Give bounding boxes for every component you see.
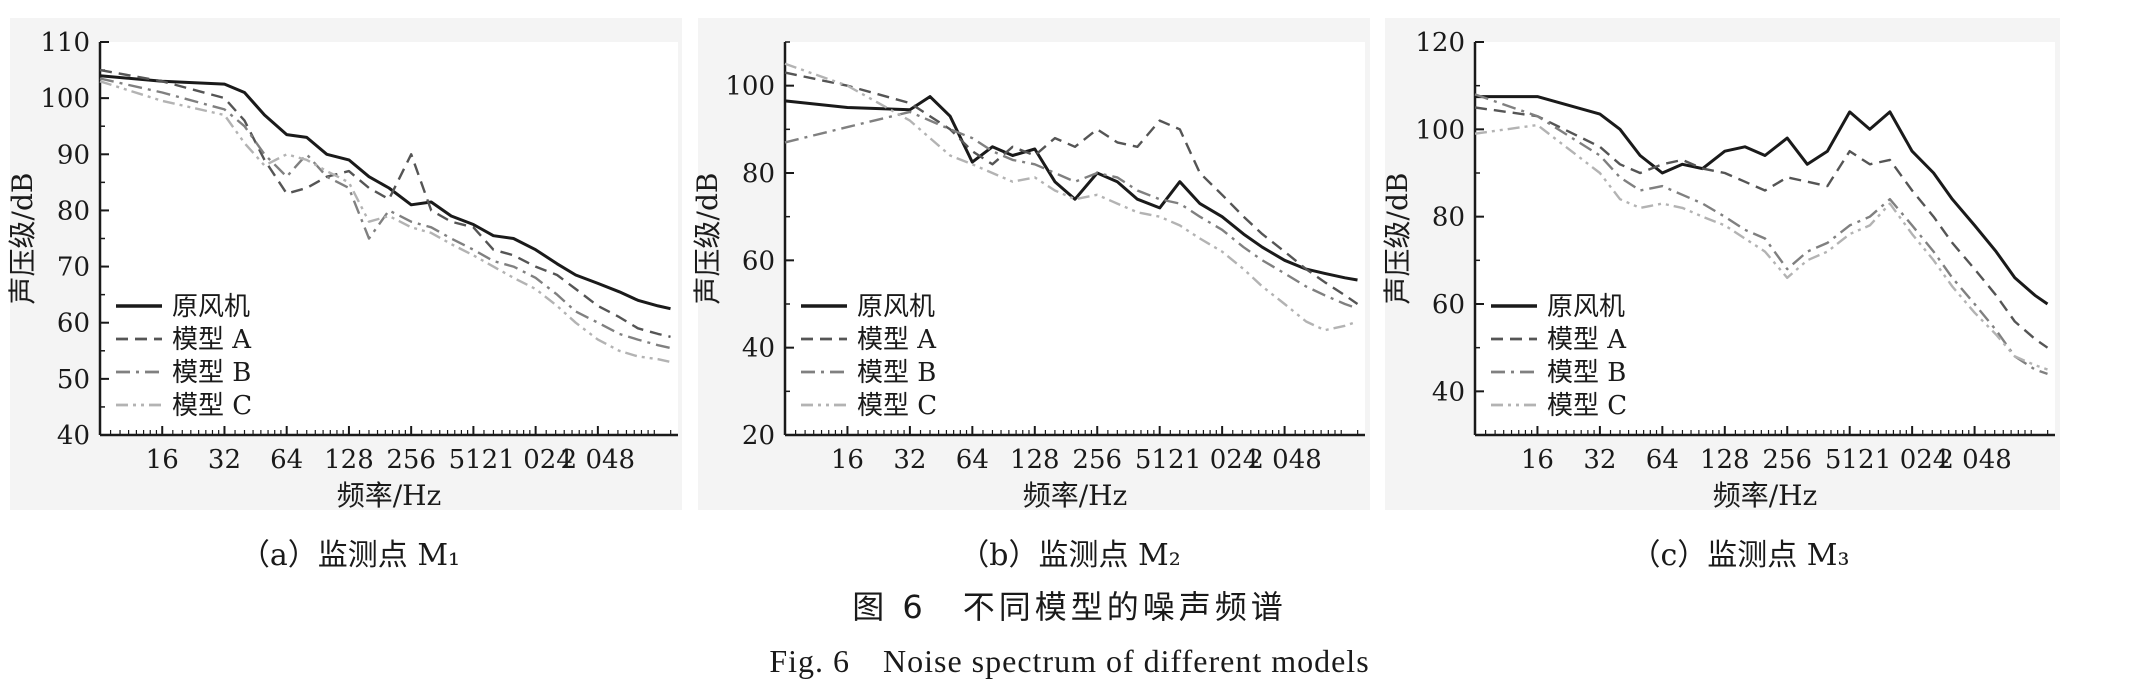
y-tick-label: 80 xyxy=(57,196,90,226)
x-tick-label: 32 xyxy=(893,445,926,475)
x-tick-label: 2 048 xyxy=(561,445,635,475)
x-tick-label: 2 048 xyxy=(1247,445,1321,475)
x-tick-label: 512 xyxy=(449,445,499,475)
y-tick-label: 90 xyxy=(57,140,90,170)
series-line-0 xyxy=(784,95,1358,282)
legend-label: 模型 C xyxy=(172,391,252,421)
series-line-2 xyxy=(784,110,1358,310)
series-line-1 xyxy=(784,71,1359,305)
subcaption-b: （b）监测点 M₂ xyxy=(959,538,1181,573)
y-tick-label: 60 xyxy=(742,246,775,276)
x-tick-label: 1 024 xyxy=(1875,445,1949,475)
x-axis-label: 频率/Hz xyxy=(1023,479,1128,512)
legend-label: 模型 B xyxy=(172,358,251,388)
y-tick-label: 80 xyxy=(1432,203,1465,233)
subcaption-a: （a）监测点 M₁ xyxy=(239,538,461,573)
legend-label: 模型 B xyxy=(1547,358,1626,388)
x-tick-label: 16 xyxy=(831,445,864,475)
series-line-0 xyxy=(99,74,671,311)
series-line-1 xyxy=(1474,106,2049,349)
figure-caption-cn: 图 6 不同模型的噪声频谱 xyxy=(852,588,1287,626)
x-axis-label: 频率/Hz xyxy=(337,479,442,512)
x-axis-label: 频率/Hz xyxy=(1713,479,1818,512)
series-line-2 xyxy=(99,77,671,350)
series-line-1 xyxy=(99,68,671,338)
y-axis-label: 声压级/dB xyxy=(691,173,724,305)
legend-label: 原风机 xyxy=(857,292,935,322)
y-tick-label: 110 xyxy=(40,28,90,58)
subcaption-c: （c）监测点 M₃ xyxy=(1630,538,1850,573)
y-tick-label: 120 xyxy=(1415,28,1465,58)
y-tick-label: 100 xyxy=(725,72,775,102)
legend-label: 原风机 xyxy=(172,292,250,322)
x-tick-label: 64 xyxy=(270,445,303,475)
y-tick-label: 40 xyxy=(1432,377,1465,407)
legend-label: 模型 A xyxy=(857,325,937,355)
chart-panel-a: 40 50 60 70 80 90 100 110 16 32 64 128 256 512 1 0242 … xyxy=(6,18,682,512)
x-tick-label: 16 xyxy=(1521,445,1554,475)
x-tick-label: 256 xyxy=(1072,445,1122,475)
y-tick-label: 50 xyxy=(57,365,90,395)
x-tick-label: 32 xyxy=(1583,445,1616,475)
x-tick-label: 512 xyxy=(1825,445,1875,475)
y-tick-label: 100 xyxy=(40,84,90,114)
legend-label: 模型 A xyxy=(172,325,252,355)
legend-label: 模型 B xyxy=(857,358,936,388)
series-line-3 xyxy=(99,80,671,364)
series-line-3 xyxy=(1474,123,2048,371)
y-tick-label: 70 xyxy=(57,253,90,283)
legend-label: 模型 C xyxy=(857,391,937,421)
figure-caption-en: Fig. 6 Noise spectrum of different model… xyxy=(769,643,1370,679)
y-tick-label: 20 xyxy=(742,421,775,451)
x-tick-label: 1 024 xyxy=(498,445,572,475)
x-tick-label: 2 048 xyxy=(1937,445,2011,475)
x-tick-label: 32 xyxy=(208,445,241,475)
x-tick-label: 1 024 xyxy=(1185,445,1259,475)
y-axis-label: 声压级/dB xyxy=(1381,173,1414,305)
y-tick-label: 80 xyxy=(742,159,775,189)
y-tick-label: 100 xyxy=(1415,115,1465,145)
series-line-2 xyxy=(1474,93,2048,376)
legend-label: 模型 C xyxy=(1547,391,1627,421)
x-tick-label: 128 xyxy=(1010,445,1060,475)
x-tick-label: 64 xyxy=(956,445,989,475)
x-tick-label: 16 xyxy=(146,445,179,475)
y-tick-label: 60 xyxy=(57,309,90,339)
y-tick-label: 60 xyxy=(1432,290,1465,320)
series-line-3 xyxy=(784,62,1358,332)
x-tick-label: 512 xyxy=(1135,445,1185,475)
x-tick-label: 256 xyxy=(386,445,436,475)
y-axis-label: 声压级/dB xyxy=(6,173,39,305)
legend-label: 原风机 xyxy=(1547,292,1625,322)
series-line-0 xyxy=(1475,95,2049,306)
x-tick-label: 64 xyxy=(1646,445,1679,475)
legend-label: 模型 A xyxy=(1547,325,1627,355)
y-tick-label: 40 xyxy=(57,421,90,451)
x-tick-label: 256 xyxy=(1762,445,1812,475)
y-tick-label: 40 xyxy=(742,334,775,364)
x-tick-label: 128 xyxy=(324,445,374,475)
x-tick-label: 128 xyxy=(1700,445,1750,475)
